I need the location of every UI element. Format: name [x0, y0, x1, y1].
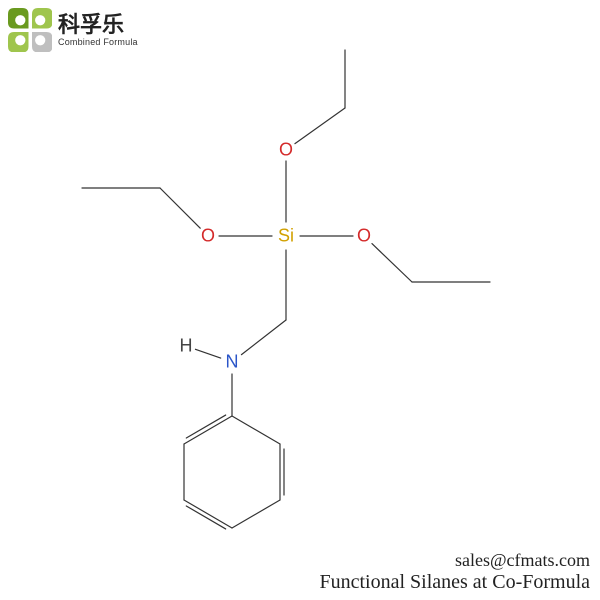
tagline: Functional Silanes at Co-Formula — [319, 571, 590, 594]
brand-name-en: Combined Formula — [58, 37, 138, 47]
molecule-canvas — [0, 0, 600, 600]
footer: sales@cfmats.com Functional Silanes at C… — [319, 550, 590, 594]
contact-email: sales@cfmats.com — [319, 550, 590, 571]
brand-name-cn: 科孚乐 — [58, 13, 138, 36]
logo-mark-icon — [8, 8, 52, 52]
brand-logo: 科孚乐 Combined Formula — [8, 8, 138, 52]
